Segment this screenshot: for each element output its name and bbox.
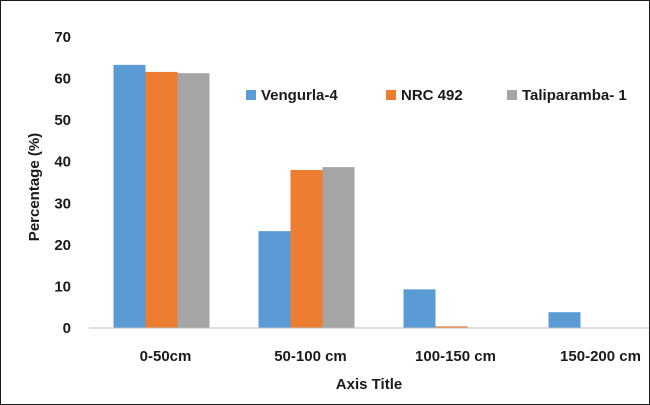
x-axis-ticks: 0-50cm 50-100 cm 100-150 cm 150-200 cm [140,348,641,365]
bar-vengurla-4-3 [548,312,581,328]
x-tick-label: 50-100 cm [274,348,347,365]
legend-swatch [246,90,256,100]
x-tick-label: 0-50cm [140,348,192,365]
x-tick-label: 100-150 cm [415,348,496,365]
bar-nrc-492-2 [435,326,468,328]
legend-item: Vengurla-4 [246,87,338,104]
bars [113,64,581,329]
y-axis-label: Percentage (%) [26,133,43,241]
x-tick-label: 150-200 cm [560,348,641,365]
y-tick-label: 20 [54,237,71,254]
y-axis-ticks: 0 10 20 30 40 50 60 70 [54,29,71,337]
legend-item: Taliparamba- 1 [507,87,627,104]
y-tick-label: 10 [54,278,71,295]
x-axis-label: Axis Title [336,376,402,393]
y-tick-label: 50 [54,112,71,129]
bar-vengurla-4-0 [113,64,146,329]
legend-item: NRC 492 [386,87,463,104]
bar-taliparamba-1-0 [177,73,210,328]
bar-vengurla-4-1 [258,231,291,328]
bar-taliparamba-1-1 [322,167,355,328]
y-tick-label: 40 [54,154,71,171]
legend-swatch [386,90,396,100]
legend-label: Taliparamba- 1 [522,87,627,104]
legend: Vengurla-4 NRC 492 Taliparamba- 1 [246,87,627,104]
bar-nrc-492-0 [145,71,178,329]
legend-label: NRC 492 [401,87,463,104]
legend-swatch [507,90,517,100]
y-tick-label: 30 [54,195,71,212]
bar-nrc-492-1 [290,170,323,328]
y-tick-label: 60 [54,71,71,88]
bar-vengurla-4-2 [403,289,436,328]
y-tick-label: 70 [54,29,71,46]
legend-label: Vengurla-4 [261,87,338,104]
y-tick-label: 0 [63,320,71,337]
